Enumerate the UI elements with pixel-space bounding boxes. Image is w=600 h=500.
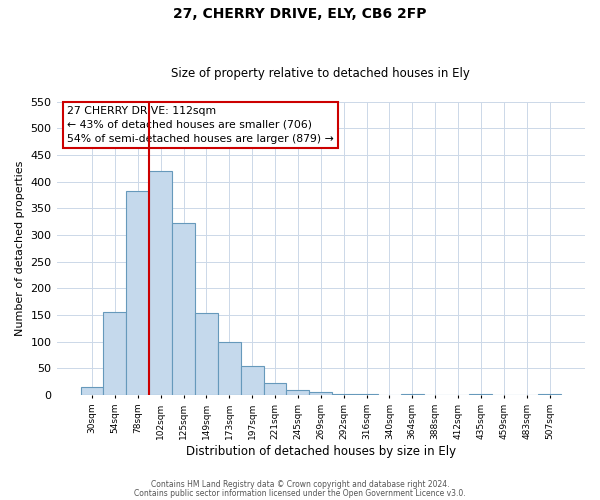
Bar (103, 312, 127, 395)
Bar (127, 191, 149, 395)
Bar (469, 394, 493, 395)
Bar (218, 342, 241, 395)
Bar (172, 222, 195, 395)
Bar (195, 314, 218, 395)
Bar (286, 390, 310, 395)
Bar (355, 394, 378, 395)
Title: Size of property relative to detached houses in Ely: Size of property relative to detached ho… (172, 66, 470, 80)
Bar (263, 383, 286, 395)
Bar (538, 394, 561, 395)
X-axis label: Distribution of detached houses by size in Ely: Distribution of detached houses by size … (186, 444, 456, 458)
Text: Contains HM Land Registry data © Crown copyright and database right 2024.: Contains HM Land Registry data © Crown c… (151, 480, 449, 489)
Text: Contains public sector information licensed under the Open Government Licence v3: Contains public sector information licen… (134, 490, 466, 498)
Bar (80, 387, 103, 395)
Text: 27 CHERRY DRIVE: 112sqm
← 43% of detached houses are smaller (706)
54% of semi-d: 27 CHERRY DRIVE: 112sqm ← 43% of detache… (67, 106, 334, 144)
Text: 27, CHERRY DRIVE, ELY, CB6 2FP: 27, CHERRY DRIVE, ELY, CB6 2FP (173, 8, 427, 22)
Bar (332, 394, 355, 395)
Bar (401, 394, 424, 395)
Y-axis label: Number of detached properties: Number of detached properties (15, 160, 25, 336)
Bar (310, 392, 332, 395)
Bar (149, 171, 172, 395)
Bar (241, 366, 263, 395)
